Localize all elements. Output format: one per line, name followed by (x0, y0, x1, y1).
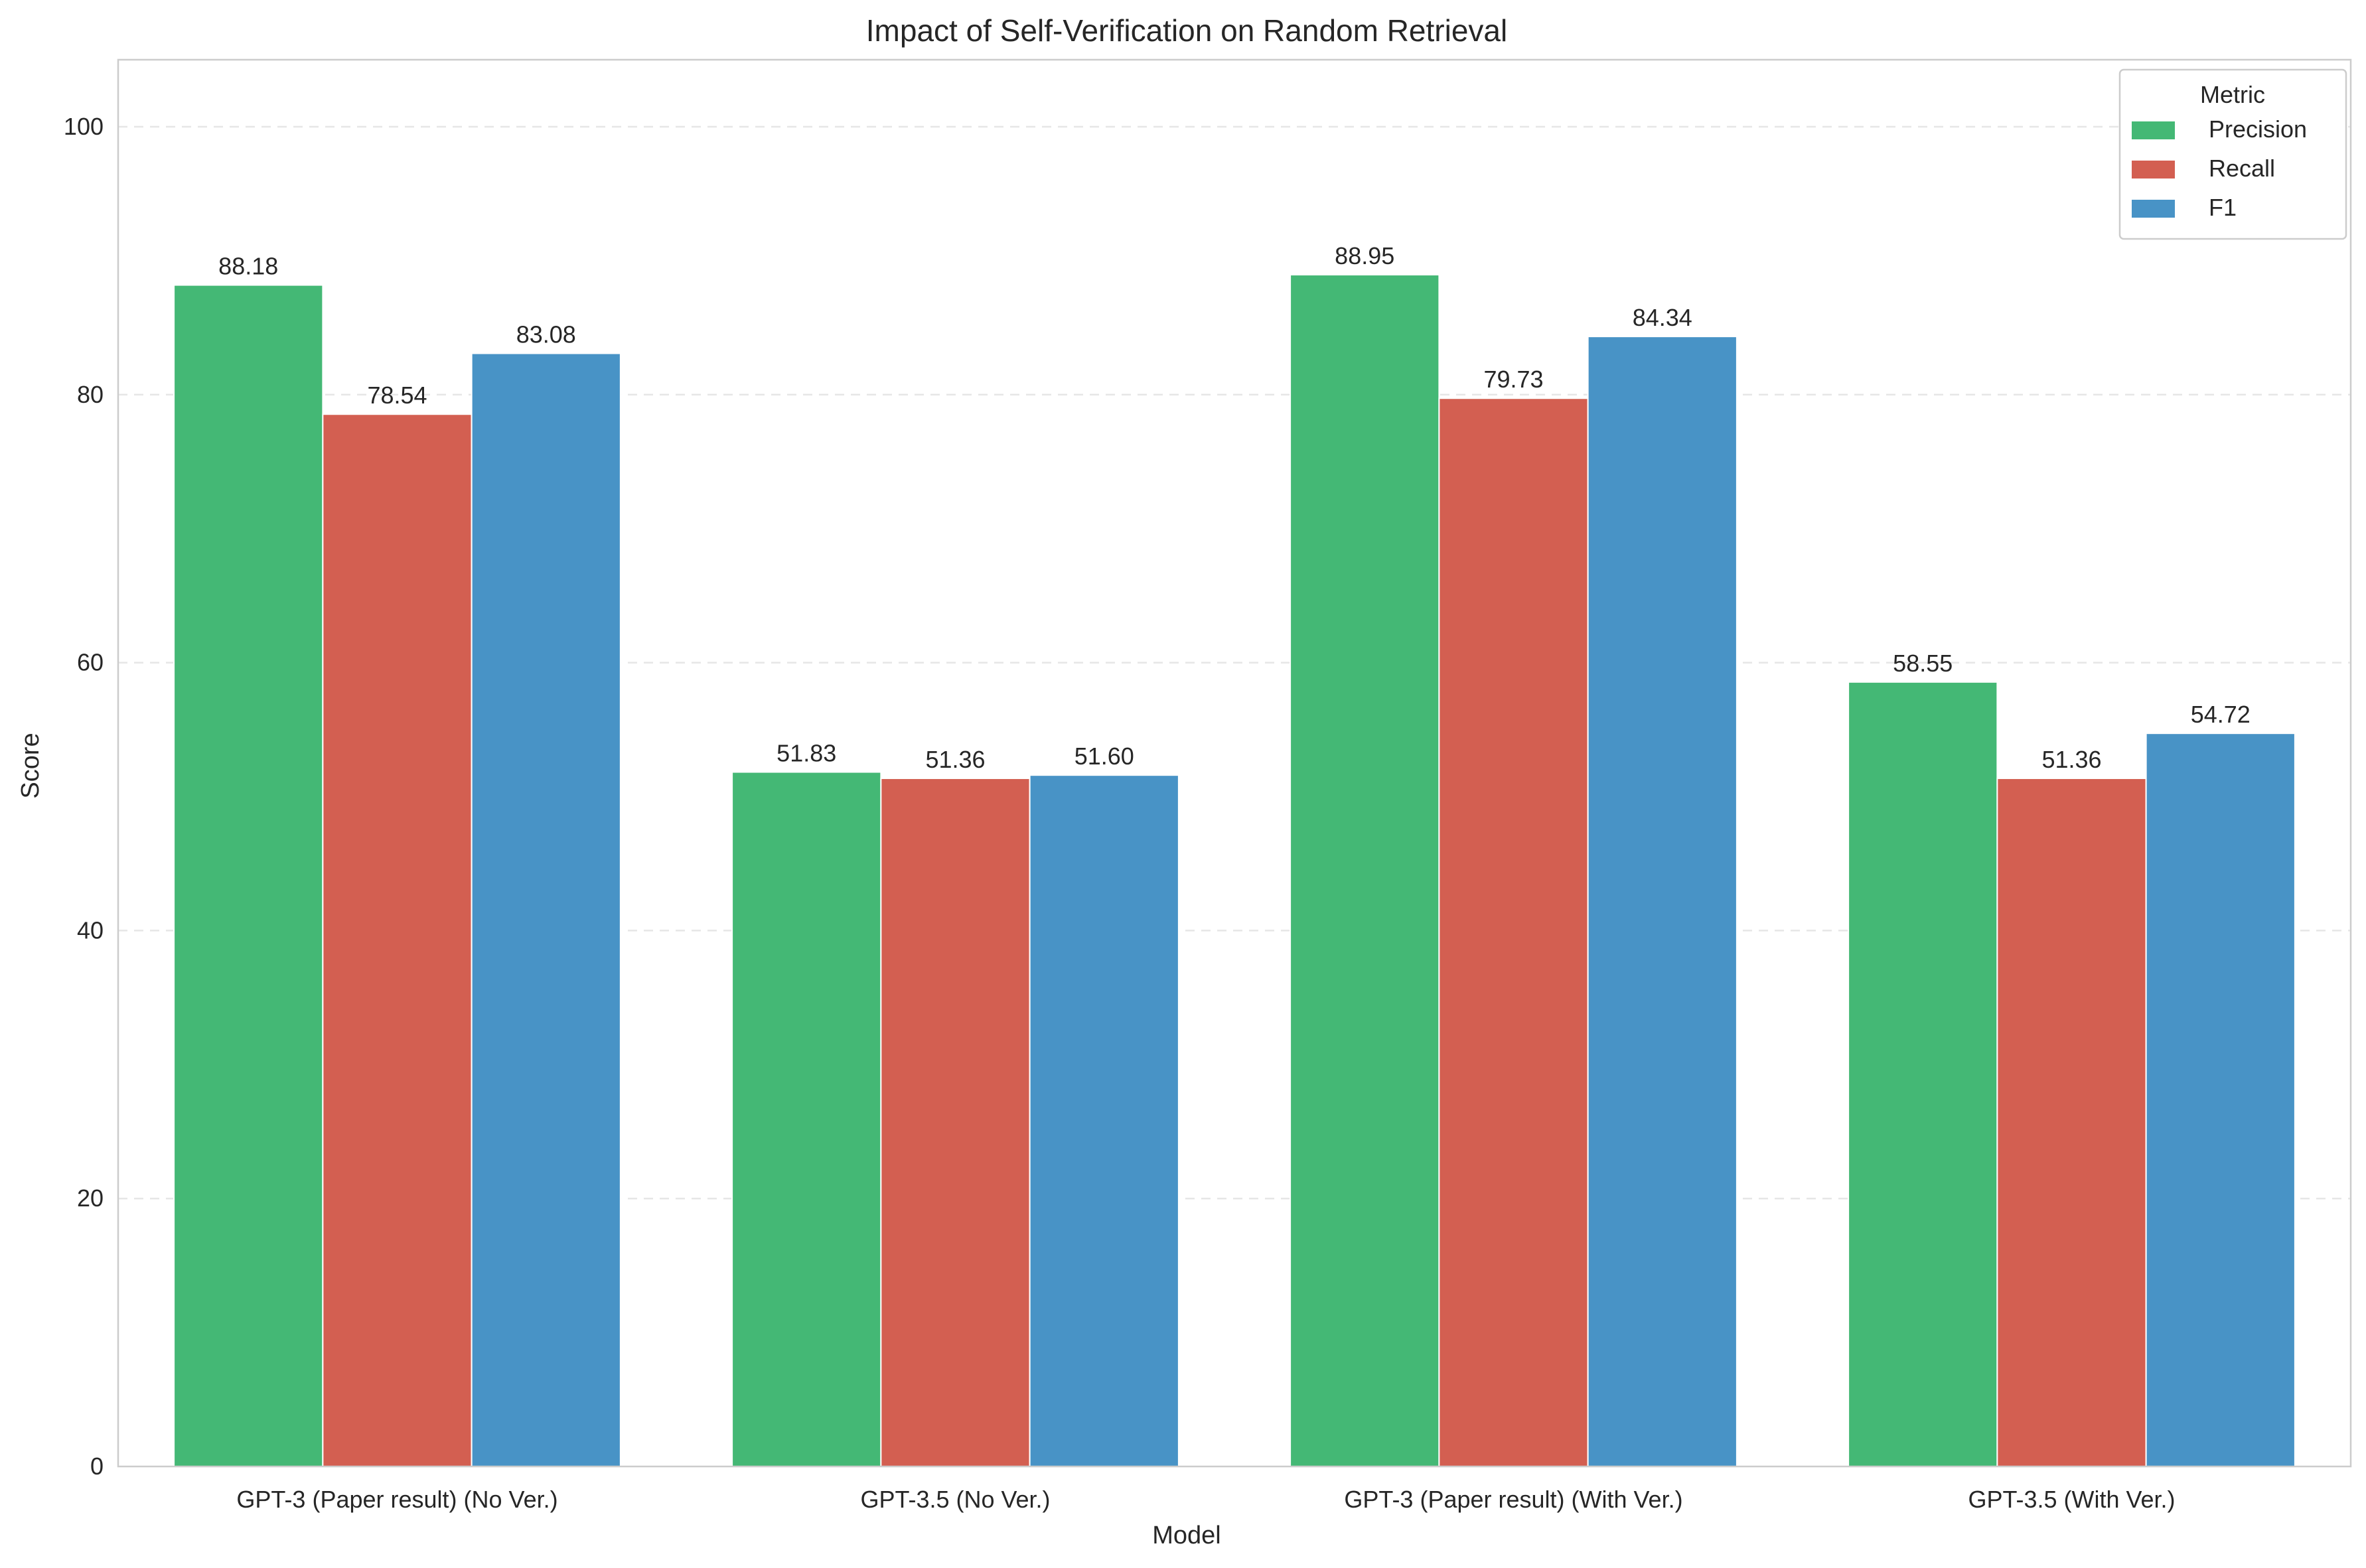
y-axis-label: Score (17, 733, 44, 798)
value-label: 51.36 (925, 746, 985, 773)
value-label: 84.34 (1633, 304, 1692, 331)
bar-precision (173, 284, 324, 1468)
value-label: 51.36 (2041, 746, 2101, 773)
legend: Metric Precision Recall F1 (2118, 68, 2347, 240)
x-tick-label: GPT-3.5 (With Ver.) (1968, 1486, 2175, 1513)
y-tick-label: 40 (77, 916, 104, 944)
legend-title: Metric (2200, 81, 2265, 108)
value-label: 54.72 (2191, 701, 2251, 728)
value-label: 83.08 (516, 321, 576, 348)
value-label: 51.60 (1074, 743, 1134, 770)
bars (173, 274, 2296, 1468)
bar-precision (1848, 681, 1998, 1467)
bar-f1 (2145, 733, 2296, 1467)
bar-recall (1438, 397, 1589, 1467)
x-axis-label: Model (1152, 1522, 1221, 1549)
y-tick-label: 80 (77, 381, 104, 408)
plot-frame (117, 58, 2352, 1468)
y-tick-label: 100 (64, 113, 104, 140)
legend-label: Precision (2209, 115, 2307, 143)
bar-precision (731, 771, 882, 1467)
x-tick-label: GPT-3 (Paper result) (No Ver.) (236, 1486, 557, 1513)
legend-swatch-f1 (2132, 200, 2175, 218)
y-tick-label: 20 (77, 1184, 104, 1212)
value-label: 58.55 (1893, 650, 1953, 677)
value-label: 88.18 (218, 253, 278, 280)
legend-box (2118, 68, 2347, 240)
value-label: 88.95 (1335, 242, 1394, 269)
y-tick-label: 0 (90, 1453, 104, 1480)
legend-swatch-recall (2132, 161, 2175, 178)
value-label: 79.73 (1483, 366, 1543, 393)
bar-recall (880, 778, 1031, 1467)
value-label: 78.54 (367, 382, 427, 409)
bar-f1 (1587, 336, 1738, 1467)
legend-swatch-precision (2132, 121, 2175, 139)
y-axis-ticks: 0 20 40 60 80 100 (64, 113, 104, 1480)
value-labels: 88.18 78.54 83.08 51.83 51.36 51.60 88.95 79.73… (218, 242, 2251, 773)
x-tick-label: GPT-3.5 (No Ver.) (860, 1486, 1050, 1513)
bar-f1 (471, 352, 621, 1468)
legend-label: Recall (2209, 155, 2275, 182)
bar-recall (322, 413, 473, 1467)
y-tick-label: 60 (77, 649, 104, 676)
legend-label: F1 (2209, 194, 2237, 221)
chart-title: Impact of Self-Verification on Random Re… (866, 13, 1507, 48)
value-label: 51.83 (776, 740, 836, 767)
x-axis-ticks: GPT-3 (Paper result) (No Ver.) GPT-3.5 (N… (236, 1486, 2175, 1513)
x-tick-label: GPT-3 (Paper result) (With Ver.) (1344, 1486, 1682, 1513)
bar-f1 (1029, 774, 1179, 1467)
bar-precision (1290, 274, 1440, 1467)
bar-recall (1996, 778, 2147, 1467)
